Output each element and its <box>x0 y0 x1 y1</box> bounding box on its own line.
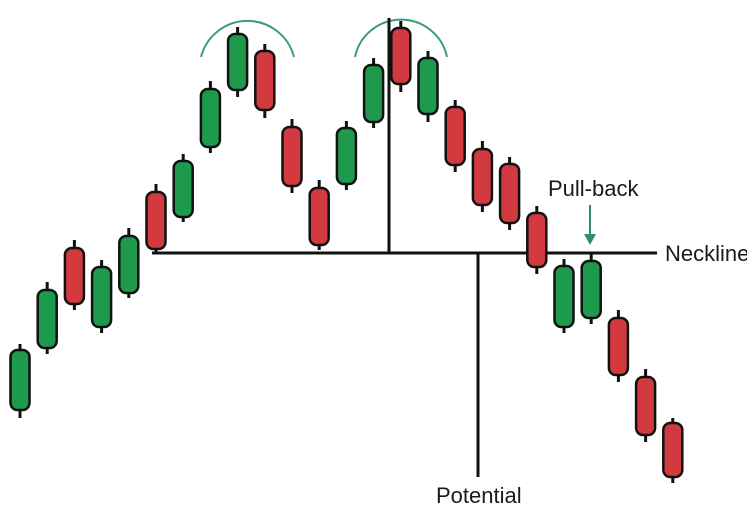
candle-body <box>471 147 494 207</box>
candle-body <box>362 63 385 124</box>
candle-bearish <box>281 119 303 193</box>
candle-bullish <box>9 344 31 418</box>
candle-body <box>526 211 548 269</box>
candle-bullish <box>90 260 113 333</box>
candle-body <box>580 259 602 320</box>
candle-body <box>199 87 222 149</box>
candle-body <box>63 246 86 306</box>
candle-bullish <box>553 259 575 333</box>
candle-bearish <box>498 157 521 230</box>
candle-bearish <box>63 240 86 310</box>
candle-body <box>417 56 439 116</box>
candle-body <box>281 125 303 188</box>
candle-body <box>90 265 113 329</box>
candle-bearish <box>390 21 412 92</box>
candle-body <box>145 190 167 251</box>
candle-bullish <box>118 228 140 298</box>
pull-back-arrow-icon <box>584 234 596 245</box>
candle-body <box>335 126 358 186</box>
candle-bullish <box>199 81 222 153</box>
candle-body <box>444 105 466 167</box>
candle-bullish <box>335 121 358 190</box>
candle-bullish <box>226 27 249 97</box>
candle-bullish <box>580 254 602 324</box>
candle-body <box>607 316 630 377</box>
candle-bullish <box>417 51 439 122</box>
candle-bullish <box>172 154 194 222</box>
left-peak-arc <box>200 19 295 58</box>
candle-body <box>634 375 657 437</box>
pull-back-label: Pull-back <box>548 176 639 201</box>
candle-body <box>254 49 276 112</box>
candle-bearish <box>634 369 657 442</box>
candle-body <box>226 32 249 92</box>
candle-bearish <box>471 141 494 212</box>
candle-bullish <box>36 282 58 354</box>
candle-bearish <box>145 184 167 254</box>
candle-bearish <box>308 180 330 250</box>
candle-body <box>36 288 58 350</box>
candle-bearish <box>662 418 684 483</box>
candle-body <box>118 234 140 295</box>
candle-body <box>498 162 521 225</box>
candle-bearish <box>444 100 466 172</box>
candle-bearish <box>607 310 630 382</box>
candle-body <box>308 186 330 247</box>
candle-body <box>172 159 194 219</box>
candle-bullish <box>362 58 385 128</box>
neckline-label: Neckline <box>665 241 747 266</box>
potential-label: Potential <box>436 483 522 508</box>
candles-group <box>9 21 684 483</box>
right-peak-arc <box>354 18 448 58</box>
candle-body <box>9 348 31 412</box>
candle-body <box>553 264 575 329</box>
candle-body <box>390 26 412 86</box>
candle-bearish <box>526 206 548 274</box>
candle-bearish <box>254 44 276 118</box>
candle-body <box>662 421 684 479</box>
